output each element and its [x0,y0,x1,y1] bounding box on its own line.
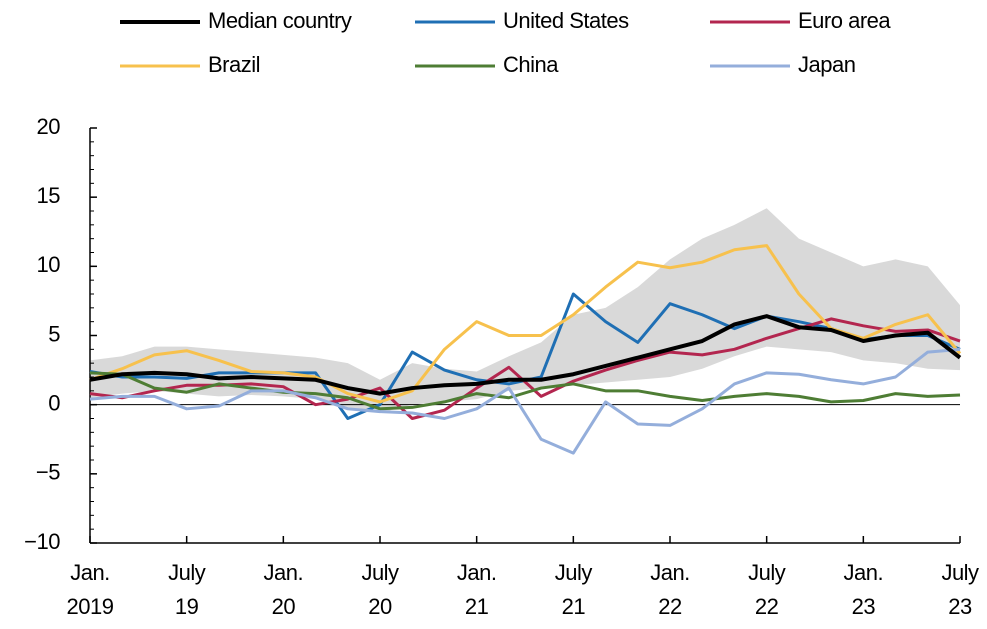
series-line [89,371,961,411]
legend-label: Brazil [208,52,260,77]
series-line [89,347,961,455]
y-tick-label: 10 [37,252,61,277]
legend-label: Japan [798,52,855,77]
x-tick-label: July [555,560,593,585]
legend-label: China [503,52,559,77]
x-tick-label: 21 [562,594,586,619]
x-tick-label: 23 [948,594,972,619]
legend-label: Euro area [798,8,891,33]
x-tick-label: 23 [852,594,876,619]
legend-label: Median country [208,8,352,33]
series-line [89,314,962,396]
x-tick-label: July [168,560,206,585]
y-tick-label: −10 [24,529,60,554]
x-tick-label: 2019 [67,594,114,619]
x-tick-label: 21 [465,594,489,619]
range-band [90,208,960,413]
x-tick-label: 19 [175,594,199,619]
x-tick-label: July [748,560,786,585]
x-tick-label: July [941,560,979,585]
y-tick-label: 0 [48,390,60,415]
legend-label: United States [503,8,629,33]
x-tick-label: 22 [658,594,682,619]
x-tick-label: Jan. [70,560,110,585]
x-tick-label: Jan. [457,560,497,585]
x-tick-label: 20 [368,594,392,619]
x-tick-label: Jan. [650,560,690,585]
x-tick-label: 22 [755,594,779,619]
x-tick-label: July [361,560,399,585]
y-tick-label: 20 [37,114,61,139]
y-tick-label: 5 [48,321,60,346]
x-tick-label: Jan. [264,560,304,585]
x-tick-label: 20 [272,594,296,619]
series-line [89,244,962,404]
y-tick-label: 15 [37,183,61,208]
x-tick-label: Jan. [844,560,884,585]
y-tick-label: −5 [36,460,60,485]
